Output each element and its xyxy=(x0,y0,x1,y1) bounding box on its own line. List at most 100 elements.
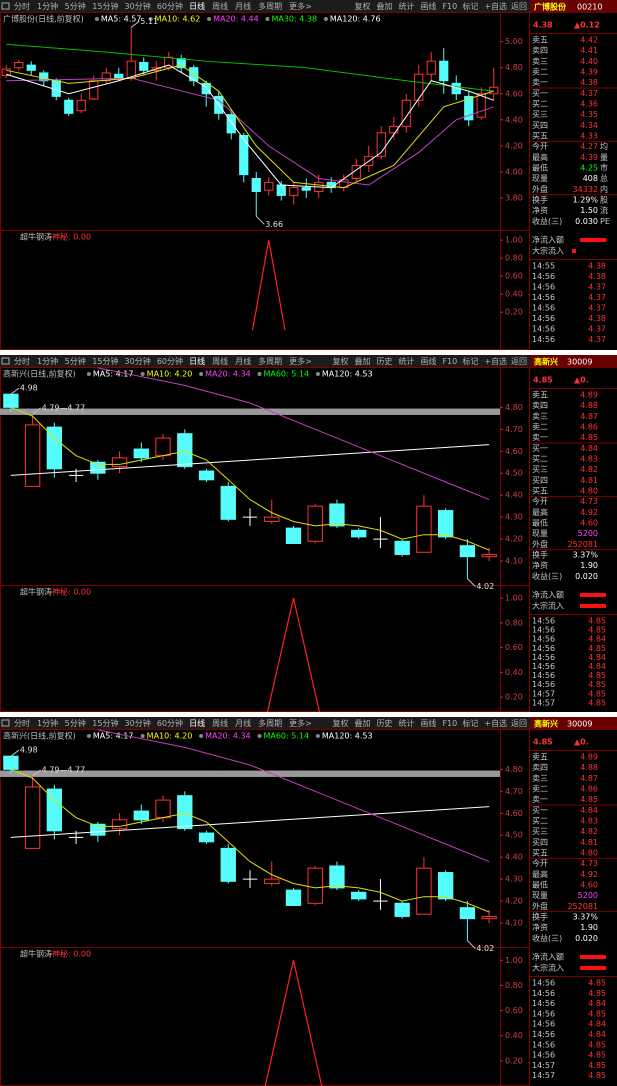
toolbar-button[interactable]: 标记 xyxy=(462,356,478,366)
toolbar-tab[interactable]: 15分钟 xyxy=(92,718,118,728)
candle-body xyxy=(133,810,149,821)
toolbar-button[interactable]: F10 xyxy=(442,357,457,366)
trade-time: 14:56 xyxy=(532,1051,555,1060)
toolbar-button[interactable]: 标记 xyxy=(462,718,478,728)
toolbar-tab[interactable]: 30分钟 xyxy=(125,356,151,366)
candle-body xyxy=(276,184,286,196)
candle-body xyxy=(177,433,193,468)
quote-extra: 市 xyxy=(600,163,608,173)
toolbar-button[interactable]: +自选 xyxy=(484,356,507,366)
toolbar-tab[interactable]: 分时 xyxy=(14,718,30,728)
toolbar-tab[interactable]: 更多> xyxy=(289,356,312,366)
trade-time: 14:56 xyxy=(532,304,555,313)
toolbar-tab[interactable]: 月线 xyxy=(235,356,251,366)
toolbar-button[interactable]: 统计 xyxy=(398,1,414,11)
moving-average xyxy=(10,806,490,838)
toolbar-button[interactable]: 返回 xyxy=(511,2,527,11)
flow-bar xyxy=(580,955,606,959)
toolbar-tab[interactable]: 日线 xyxy=(189,1,205,11)
ma-label: MA120: 4.53 xyxy=(322,370,373,379)
price-tick-label: 5.00 xyxy=(505,37,523,46)
toolbar-tab[interactable]: 5分钟 xyxy=(65,356,86,366)
toolbar-tab[interactable]: 月线 xyxy=(235,718,251,728)
price-tick-label: 4.40 xyxy=(505,491,523,500)
candle-body xyxy=(220,485,236,520)
trade-price: 4.37 xyxy=(588,293,606,302)
toolbar-tab[interactable]: 更多> xyxy=(289,1,312,11)
toolbar-button[interactable]: +自选 xyxy=(484,1,507,11)
trade-price: 4.84 xyxy=(588,653,606,662)
toolbar-button[interactable]: 返回 xyxy=(511,357,527,366)
toolbar-button[interactable]: 统计 xyxy=(398,718,414,728)
toolbar-tab[interactable]: 多周期 xyxy=(258,356,282,366)
trade-price: 4.85 xyxy=(588,1040,606,1049)
toolbar-button[interactable]: 返回 xyxy=(511,719,527,728)
toolbar-button[interactable]: 画线 xyxy=(420,718,436,728)
indicator-tick-label: 0.20 xyxy=(505,1056,523,1065)
quote-label: 买二 xyxy=(532,817,548,826)
toolbar-tab[interactable]: 分时 xyxy=(14,356,30,366)
toolbar-tab[interactable]: 分时 xyxy=(14,1,30,11)
quote-value: 1.29% xyxy=(573,196,599,205)
toolbar-button[interactable]: 统计 xyxy=(398,356,414,366)
toolbar-button[interactable]: 标记 xyxy=(462,1,478,11)
toolbar-tab[interactable]: 周线 xyxy=(212,1,228,11)
quote-value: 4.41 xyxy=(580,46,598,55)
annotation-leader xyxy=(130,20,140,28)
toolbar-tab[interactable]: 日线 xyxy=(189,356,205,366)
toolbar-button[interactable]: 复权 xyxy=(332,718,348,728)
chart-frame xyxy=(0,12,530,350)
candle-body xyxy=(301,187,311,191)
price-change: ▲0.12 xyxy=(574,21,600,30)
toolbar-tab[interactable]: 30分钟 xyxy=(125,1,151,11)
toolbar-tab[interactable]: 1分钟 xyxy=(37,1,58,11)
toolbar-tab[interactable]: 15分钟 xyxy=(92,356,118,366)
toolbar-button[interactable]: 叠加 xyxy=(354,718,370,728)
toolbar-tab[interactable]: 周线 xyxy=(212,718,228,728)
toolbar-button[interactable]: F10 xyxy=(442,719,457,728)
toolbar-button[interactable]: 叠加 xyxy=(376,1,392,11)
quote-value: 4.92 xyxy=(580,508,598,517)
toolbar-button[interactable]: F10 xyxy=(442,2,457,11)
toolbar-tab[interactable]: 15分钟 xyxy=(92,1,118,11)
annotation-leader xyxy=(467,940,476,949)
candle-body xyxy=(46,426,63,470)
panel-background xyxy=(0,0,617,350)
quote-label: 卖一 xyxy=(532,795,548,804)
toolbar-button[interactable]: +自选 xyxy=(484,718,507,728)
toolbar-button[interactable]: 历史 xyxy=(376,718,392,728)
indicator-spike xyxy=(251,240,286,331)
quote-value: 4.81 xyxy=(580,476,598,485)
indicator-tick-label: 0.80 xyxy=(505,618,523,627)
toolbar-button[interactable]: 复权 xyxy=(332,356,348,366)
toolbar-tab[interactable]: 多周期 xyxy=(258,718,282,728)
candle-body xyxy=(251,177,261,193)
candle-body xyxy=(26,64,36,71)
quote-extra: 股 xyxy=(600,196,608,205)
toolbar xyxy=(0,717,617,729)
toolbar-tab[interactable]: 30分钟 xyxy=(125,718,151,728)
toolbar-button[interactable]: 历史 xyxy=(376,356,392,366)
stock-code: 30009 xyxy=(567,358,592,367)
toolbar-tab[interactable]: 5分钟 xyxy=(65,1,86,11)
trade-price: 4.85 xyxy=(588,671,606,680)
toolbar-tab[interactable]: 1分钟 xyxy=(37,356,58,366)
ma-dot xyxy=(323,17,328,21)
toolbar-tab[interactable]: 60分钟 xyxy=(157,356,183,366)
quote-label: 卖三 xyxy=(532,774,548,783)
toolbar-tab[interactable]: 1分钟 xyxy=(37,718,58,728)
toolbar-tab[interactable]: 60分钟 xyxy=(157,1,183,11)
toolbar-tab[interactable]: 多周期 xyxy=(258,1,282,11)
quote-label: 卖三 xyxy=(532,57,548,66)
toolbar-tab[interactable]: 周线 xyxy=(212,356,228,366)
toolbar-tab[interactable]: 5分钟 xyxy=(65,718,86,728)
toolbar-button[interactable]: 画线 xyxy=(420,1,436,11)
toolbar-tab[interactable]: 更多> xyxy=(289,718,312,728)
toolbar-tab[interactable]: 月线 xyxy=(235,1,251,11)
toolbar-button[interactable]: 复权 xyxy=(354,1,370,11)
toolbar-tab[interactable]: 日线 xyxy=(189,718,205,728)
toolbar-button[interactable]: 叠加 xyxy=(354,356,370,366)
quote-extra: 均 xyxy=(600,141,608,151)
toolbar-tab[interactable]: 60分钟 xyxy=(157,718,183,728)
toolbar-button[interactable]: 画线 xyxy=(420,356,436,366)
